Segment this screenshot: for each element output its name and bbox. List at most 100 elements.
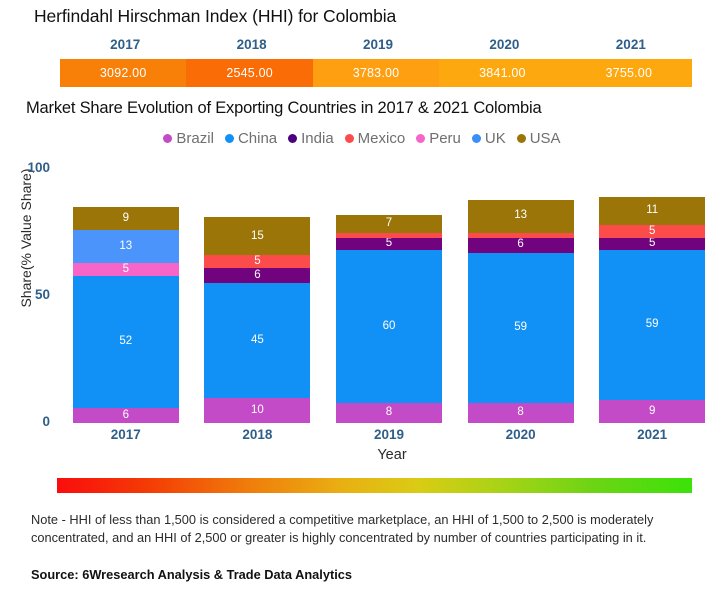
bar-segment-2021-mexico[interactable]: 5	[599, 224, 706, 238]
bar-segment-2019-mexico[interactable]	[336, 232, 442, 238]
bar-segment-2021-brazil[interactable]: 9	[599, 400, 706, 423]
legend-dot-icon	[471, 134, 481, 143]
bar-segment-2019-usa[interactable]: 7	[336, 214, 442, 233]
legend-dot-icon	[516, 134, 526, 143]
legend-item-mexico[interactable]: Mexico	[344, 130, 406, 147]
legend-dot-icon	[416, 134, 426, 143]
concentration-gradient-strip	[57, 478, 692, 493]
legend-label: India	[301, 130, 334, 147]
bar-segment-value-label: 6	[254, 268, 261, 281]
source-text: Source: 6Wresearch Analysis & Trade Data…	[31, 567, 353, 582]
bar-segment-value-label: 52	[119, 334, 133, 347]
hhi-year-header-row: 2017 2018 2019 2020 2021	[62, 37, 694, 57]
bar-segment-value-label: 11	[646, 204, 659, 217]
legend-dot-icon	[344, 134, 354, 143]
hhi-value-cell-2017: 3092.00	[60, 59, 187, 87]
bar-segment-value-label: 7	[385, 216, 393, 229]
bar-segment-2021-china[interactable]: 59	[599, 250, 706, 401]
bar-segment-2018-china[interactable]: 45	[204, 283, 311, 398]
legend-label: USA	[529, 130, 561, 147]
bar-stack-2020[interactable]: 8 59 6 13	[467, 199, 574, 423]
bar-segment-value-label: 5	[648, 224, 656, 237]
hhi-year-label-2018: 2018	[236, 37, 267, 52]
legend-label: Brazil	[176, 130, 214, 147]
hhi-year-label-2017: 2017	[110, 37, 141, 52]
bar-segment-value-label: 6	[517, 238, 524, 251]
legend-item-peru[interactable]: Peru	[416, 130, 461, 147]
bar-segment-value-label: 15	[250, 229, 264, 242]
hhi-value-cell-2019: 3783.00	[312, 59, 440, 87]
bar-segment-2018-brazil[interactable]: 10	[204, 397, 311, 423]
bar-segment-value-label: 59	[514, 321, 527, 333]
hhi-value-cell-2020: 3841.00	[439, 59, 566, 87]
hhi-value-bar: 3092.00 2545.00 3783.00 3841.00 3755.00	[60, 59, 692, 87]
footnote-text: Note - HHI of less than 1,500 is conside…	[31, 512, 654, 546]
bar-stack-2017[interactable]: 6 52 5 13 9	[72, 207, 179, 423]
bar-segment-value-label: 9	[122, 211, 129, 224]
legend-item-usa[interactable]: USA	[516, 130, 561, 147]
bar-segment-2020-india[interactable]: 6	[467, 237, 574, 253]
bar-segment-2020-usa[interactable]: 13	[467, 199, 574, 233]
bar-segment-value-label: 8	[385, 406, 393, 419]
bar-segment-value-label: 13	[119, 239, 133, 252]
x-tick-2021: 2021	[637, 427, 668, 442]
bar-segment-2020-brazil[interactable]: 8	[467, 402, 574, 423]
bar-stack-2019[interactable]: 8 60 5 7	[336, 214, 442, 423]
hhi-year-label-2019: 2019	[362, 37, 394, 52]
bar-segment-value-label: 10	[250, 403, 264, 416]
hhi-value-cell-2021: 3755.00	[565, 59, 692, 87]
bar-segment-2017-peru[interactable]: 5	[72, 263, 179, 276]
bar-segment-value-label: 60	[382, 319, 396, 332]
chart-legend: Brazil China India Mexico Peru UK USA	[0, 130, 724, 147]
y-tick-50: 50	[34, 287, 50, 302]
y-tick-100: 100	[27, 160, 50, 175]
legend-label: Peru	[429, 130, 461, 147]
hhi-year-label-2020: 2020	[489, 37, 520, 52]
bar-segment-2017-brazil[interactable]: 6	[72, 407, 179, 423]
legend-label: UK	[484, 130, 506, 147]
bar-segment-value-label: 5	[385, 237, 393, 250]
x-tick-2017: 2017	[110, 427, 141, 442]
bar-segment-value-label: 9	[648, 404, 656, 417]
y-tick-0: 0	[42, 414, 50, 429]
legend-item-india[interactable]: India	[288, 130, 334, 147]
hhi-year-label-2021: 2021	[615, 37, 646, 52]
bar-segment-value-label: 6	[122, 408, 129, 421]
bar-segment-value-label: 13	[514, 209, 527, 222]
bar-segment-2021-india[interactable]: 5	[599, 237, 706, 251]
x-axis-title: Year	[377, 447, 407, 463]
legend-dot-icon	[288, 134, 298, 143]
bar-segment-value-label: 45	[250, 333, 264, 346]
bar-segment-value-label: 5	[648, 237, 656, 250]
hhi-value-cell-2018: 2545.00	[186, 59, 313, 87]
bar-segment-2019-china[interactable]: 60	[336, 250, 442, 403]
legend-dot-icon	[163, 134, 173, 143]
bar-segment-2018-india[interactable]: 6	[204, 268, 311, 284]
legend-label: Mexico	[357, 130, 406, 147]
bar-segment-value-label: 8	[517, 406, 524, 419]
legend-item-brazil[interactable]: Brazil	[163, 130, 214, 147]
chart-title: Market Share Evolution of Exporting Coun…	[26, 99, 542, 117]
bar-stack-2021[interactable]: 9 59 5 5 11	[599, 196, 706, 423]
bar-segment-2021-usa[interactable]: 11	[599, 196, 706, 225]
bar-segment-2018-mexico[interactable]: 5	[204, 255, 311, 269]
bar-segment-2017-usa[interactable]: 9	[72, 207, 179, 230]
bar-segment-2018-usa[interactable]: 15	[204, 217, 311, 256]
bar-segment-2020-china[interactable]: 59	[467, 252, 574, 403]
stacked-bars-layer: 6 52 5 13 9 10 45 6 5 15 8 60 5 7 8 59 6 13 9 59 5 5 11	[60, 169, 718, 423]
x-tick-2019: 2019	[373, 427, 405, 442]
bar-segment-2017-china[interactable]: 52	[72, 275, 179, 408]
bar-segment-2019-brazil[interactable]: 8	[336, 402, 442, 423]
bar-segment-value-label: 5	[254, 255, 261, 267]
bar-segment-2017-uk[interactable]: 13	[72, 229, 179, 263]
bar-stack-2018[interactable]: 10 45 6 5 15	[204, 217, 311, 423]
hhi-title: Herfindahl Hirschman Index (HHI) for Col…	[34, 6, 397, 26]
legend-dot-icon	[224, 134, 234, 143]
x-tick-2018: 2018	[242, 427, 273, 442]
legend-item-china[interactable]: China	[224, 130, 277, 147]
legend-item-uk[interactable]: UK	[471, 130, 506, 147]
bar-segment-2019-india[interactable]: 5	[336, 237, 442, 251]
bar-segment-value-label: 5	[122, 263, 129, 275]
bar-segment-2020-mexico[interactable]	[467, 232, 574, 238]
